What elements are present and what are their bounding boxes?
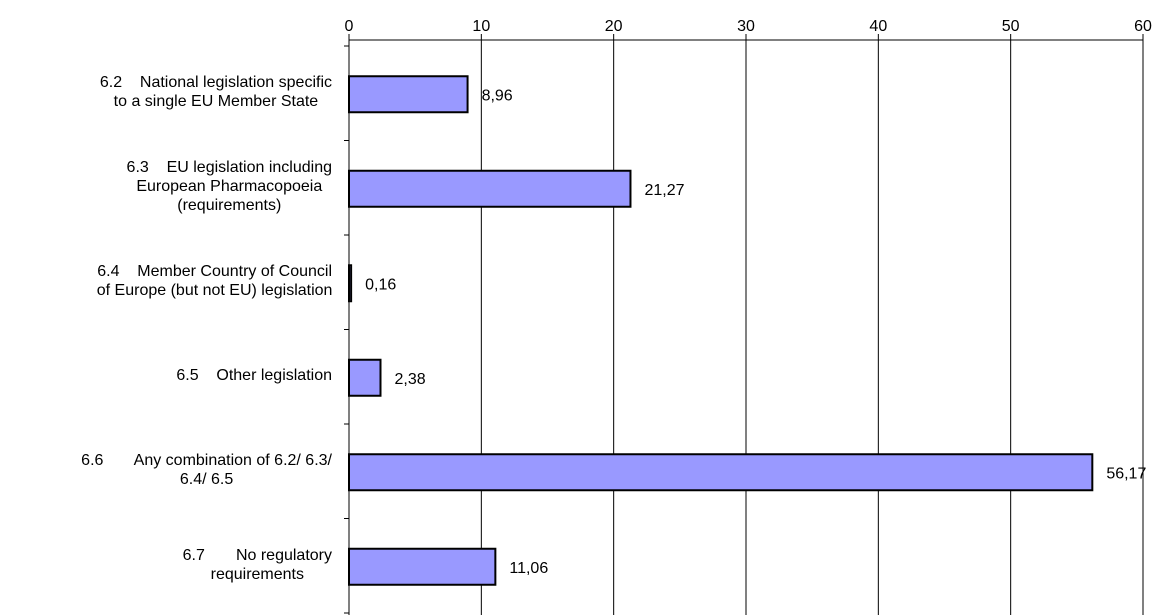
category-label: 6.5 Other legislation [176, 367, 332, 385]
data-label: 0,16 [365, 276, 396, 293]
bar [348, 453, 1094, 492]
x-tick-label: 0 [345, 18, 354, 35]
category-label: European Pharmacopoeia [136, 178, 323, 196]
category-label: 6.3 EU legislation including [126, 159, 332, 177]
data-label: 8,96 [482, 87, 513, 104]
x-tick-label: 20 [605, 18, 623, 35]
category-label: (requirements) [177, 197, 282, 215]
category-label: 6.4 Member Country of Council [97, 263, 332, 281]
bar [348, 547, 497, 586]
bar [348, 75, 469, 114]
x-tick-label: 30 [737, 18, 755, 35]
category-label: 6.2 National legislation specific [99, 74, 332, 92]
bar [348, 169, 632, 208]
category-label: 6.7 No regulatory [182, 546, 332, 564]
x-tick-label: 40 [869, 18, 887, 35]
category-label: to a single EU Member State [113, 93, 319, 111]
x-tick-label: 50 [1002, 18, 1020, 35]
category-label: 6.4/ 6.5 [179, 471, 234, 489]
x-tick-label: 60 [1134, 18, 1152, 35]
x-tick-label: 10 [472, 18, 490, 35]
category-label: requirements [210, 565, 304, 583]
data-label: 56,17 [1106, 465, 1146, 482]
category-label: of Europe (but not EU) legislation [96, 282, 333, 300]
bar [348, 264, 353, 303]
category-label: 6.6 Any combination of 6.2/ 6.3/ [81, 452, 332, 470]
data-label: 11,06 [509, 560, 548, 577]
data-label: 21,27 [644, 182, 684, 199]
bar [348, 358, 382, 397]
data-label: 2,38 [394, 371, 425, 388]
